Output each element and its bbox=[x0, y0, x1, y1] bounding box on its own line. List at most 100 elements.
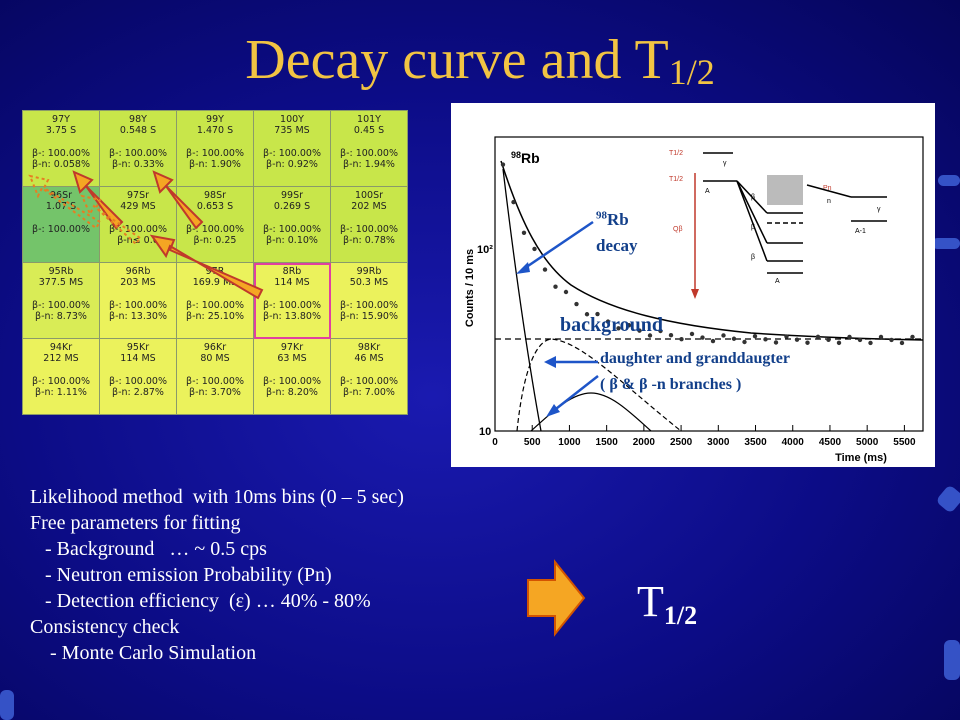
decor-streak bbox=[944, 640, 960, 680]
scheme-beta-line bbox=[736, 180, 768, 214]
data-point bbox=[910, 334, 915, 340]
body-line: - Detection efficiency (ε) … 40% - 80% bbox=[30, 590, 371, 612]
annot-background: background bbox=[560, 314, 664, 336]
data-point bbox=[794, 337, 800, 342]
x-tick-label: 500 bbox=[524, 437, 541, 448]
scheme-n: n bbox=[827, 198, 831, 205]
y-tick-100: 10² bbox=[477, 244, 493, 256]
data-points bbox=[500, 162, 915, 346]
data-point bbox=[542, 267, 548, 272]
chart-cell: 95Rb 377.5 MS β-: 100.00% β-n: 8.73% bbox=[22, 262, 100, 339]
annot-rb-decay: 98Rb decay bbox=[596, 209, 638, 255]
scheme-beta: β bbox=[751, 224, 755, 231]
scheme-continuum bbox=[767, 175, 803, 205]
x-tick-label: 1500 bbox=[596, 437, 619, 448]
plot-frame bbox=[494, 136, 924, 432]
data-point bbox=[721, 333, 726, 338]
rb-decay-component bbox=[502, 168, 542, 432]
scheme-gamma: γ bbox=[877, 206, 881, 213]
x-ticks: 0 500 1000 1500 2000 2500 3000 3500 4000 4500 5000… bbox=[492, 425, 916, 448]
solid-decay-arrows bbox=[72, 170, 264, 300]
arrow-dotted-2 bbox=[80, 194, 142, 246]
annot-branches: ( β & β -n branches ) bbox=[600, 376, 742, 393]
data-point bbox=[899, 340, 905, 346]
data-point bbox=[700, 335, 705, 340]
annot-daughter: daughter and granddaugter bbox=[600, 350, 790, 367]
scheme-neutron-line bbox=[806, 184, 852, 198]
data-point bbox=[626, 323, 632, 328]
data-point bbox=[710, 338, 716, 344]
body-line: Likelihood method with 10ms bins (0 – 5 … bbox=[30, 486, 404, 508]
data-point bbox=[679, 336, 684, 342]
decay-plot-panel: Counts / 10 ms 10² 10 98Rb 0 500 1000 1500 2… bbox=[451, 103, 935, 467]
data-point bbox=[763, 337, 768, 342]
x-tick-label: 5500 bbox=[893, 437, 916, 448]
scheme-beta-line bbox=[736, 180, 768, 244]
x-tick-label: 4000 bbox=[782, 437, 805, 448]
chart-cell: 94Kr 212 MS β-: 100.00% β-n: 1.11% bbox=[22, 338, 100, 415]
data-point bbox=[826, 337, 831, 343]
data-point bbox=[689, 331, 695, 337]
data-point bbox=[868, 340, 873, 346]
arrow-to-granddaughter bbox=[551, 375, 599, 413]
chart-cell: 97R169.9 MSβ-: 100.00%β-n: 25.10% bbox=[176, 262, 254, 339]
body-line: - Monte Carlo Simulation bbox=[30, 642, 257, 664]
scheme-parent: A bbox=[705, 188, 710, 195]
data-point bbox=[815, 334, 821, 339]
y-axis-label: Counts / 10 ms bbox=[464, 249, 476, 327]
data-point bbox=[605, 319, 611, 324]
data-point bbox=[532, 246, 537, 252]
data-point bbox=[784, 334, 789, 339]
x-tick-label: 2500 bbox=[670, 437, 693, 448]
body-line: - Neutron emission Probability (Pn) bbox=[30, 564, 332, 586]
daughter-component bbox=[516, 338, 682, 432]
arrowhead-granddaughter bbox=[546, 404, 560, 417]
data-point bbox=[563, 289, 569, 295]
data-point bbox=[752, 334, 758, 339]
data-point bbox=[742, 339, 747, 345]
scheme-beta: β bbox=[751, 254, 755, 261]
arrow-98rb-97sr bbox=[149, 234, 264, 300]
data-point bbox=[574, 301, 579, 307]
chart-cell: 96Rb 203 MS β-: 100.00% β-n: 13.30% bbox=[99, 262, 177, 339]
data-point bbox=[616, 326, 621, 331]
decor-streak bbox=[0, 690, 14, 720]
result-arrow-icon bbox=[527, 559, 586, 637]
decor-streak bbox=[938, 175, 960, 186]
data-point bbox=[511, 199, 516, 205]
level-scheme: T1/2 T1/2 Qβ Pn γ bbox=[669, 150, 887, 299]
x-tick-label: 3000 bbox=[707, 437, 730, 448]
data-point bbox=[773, 340, 779, 345]
data-point bbox=[805, 340, 810, 345]
data-point bbox=[857, 337, 863, 343]
decay-plot: Counts / 10 ms 10² 10 98Rb 0 500 1000 1500 2… bbox=[464, 136, 924, 464]
arrow-dotted-1 bbox=[28, 174, 102, 230]
data-point bbox=[658, 328, 663, 334]
result-t-half: T1/2 bbox=[637, 577, 698, 630]
data-point bbox=[521, 230, 527, 235]
x-tick-label: 4500 bbox=[819, 437, 842, 448]
scheme-daughter: A bbox=[775, 278, 780, 285]
arrowhead-rb bbox=[516, 262, 530, 274]
chart-cell: 100Sr 202 MS β-: 100.00% β-n: 0.78% bbox=[330, 186, 408, 263]
arrow-97sr-97y bbox=[72, 170, 124, 230]
body-line: Free parameters for fitting bbox=[30, 512, 241, 534]
method-description: Likelihood method with 10ms bins (0 – 5 … bbox=[30, 484, 404, 666]
x-tick-label: 1000 bbox=[558, 437, 581, 448]
scheme-beta-line bbox=[736, 180, 768, 262]
scheme-gamma: γ bbox=[723, 160, 727, 167]
scheme-t12-a: T1/2 bbox=[669, 150, 683, 157]
chart-cell: 96Kr 80 MS β-: 100.00% β-n: 3.70% bbox=[176, 338, 254, 415]
chart-cell-highlighted: 8Rb 114 MS β-: 100.00% β-n: 13.80% bbox=[253, 262, 331, 339]
plot-isotope-label: 98Rb bbox=[511, 150, 540, 166]
dotted-decay-arrows bbox=[28, 174, 142, 246]
chart-cell: 100Y 735 MS β-: 100.00% β-n: 0.92% bbox=[253, 110, 331, 187]
arrow-to-rb-curve bbox=[521, 220, 594, 272]
